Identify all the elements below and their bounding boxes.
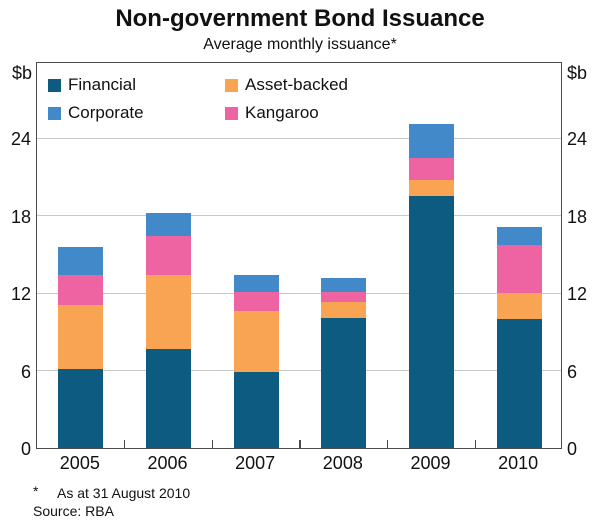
bar-2008-asset-backed-segment — [321, 302, 367, 318]
bar-2005-corporate-segment — [58, 246, 104, 276]
bar-2006-financial-segment — [146, 348, 191, 448]
bar-2008-corporate-segment — [321, 277, 367, 292]
x-axis-tick — [474, 440, 477, 448]
x-label-2007: 2007 — [235, 453, 276, 473]
bar-2010-asset-backed-segment — [496, 293, 542, 319]
legend-item-kangaroo: Kangaroo — [225, 103, 319, 122]
legend-swatch-kangaroo-icon — [225, 106, 238, 120]
legend-item-asset-backed: Asset-backed — [225, 75, 348, 94]
legend-label: Kangaroo — [245, 103, 319, 122]
gridline-24 — [37, 137, 561, 139]
y-tick-label-left-0: 0 — [20, 439, 31, 459]
y-tick-label-right-12: 12 — [567, 284, 588, 305]
legend-swatch-financial-icon — [48, 78, 61, 92]
bar-2007-corporate-segment — [233, 275, 279, 292]
y-axis-unit-right: $b — [567, 63, 588, 83]
x-label-2010: 2010 — [498, 453, 539, 473]
plot-area — [36, 62, 562, 449]
gridline-18 — [37, 215, 561, 217]
y-axis-unit-left: $b — [11, 63, 32, 83]
x-label-2008: 2008 — [322, 453, 363, 473]
y-tick-label-left-18: 18 — [10, 206, 31, 227]
bar-2010-kangaroo-segment — [496, 245, 542, 294]
chart-subtitle: Average monthly issuance* — [203, 36, 397, 53]
legend-label: Financial — [68, 75, 137, 94]
bar-2007-kangaroo-segment — [233, 291, 279, 312]
legend-item-financial: Financial — [48, 75, 137, 94]
x-axis-tick — [299, 440, 301, 448]
source-text: Source: RBA — [33, 503, 114, 519]
y-tick-label-right-24: 24 — [567, 129, 588, 150]
x-axis-tick — [211, 440, 214, 448]
bar-2005-kangaroo-segment — [58, 275, 104, 305]
y-tick-label-right-18: 18 — [567, 206, 588, 227]
x-label-2006: 2006 — [147, 453, 188, 473]
chart-title: Non-government Bond Issuance — [115, 5, 485, 32]
gridline-12 — [37, 292, 561, 294]
y-tick-label-left-24: 24 — [10, 129, 31, 150]
legend-item-corporate: Corporate — [48, 103, 144, 122]
bar-2008-kangaroo-segment — [321, 291, 367, 303]
bar-2009-financial-segment — [409, 196, 454, 448]
legend-label: Corporate — [68, 103, 144, 122]
y-tick-label-left-6: 6 — [20, 361, 31, 382]
bar-2006-kangaroo-segment — [146, 236, 191, 276]
bar-2005-asset-backed-segment — [58, 304, 104, 370]
y-tick-label-right-0: 0 — [567, 439, 578, 459]
legend-swatch-asset-backed-icon — [225, 78, 238, 92]
bar-2005-financial-segment — [58, 369, 104, 448]
legend-label: Asset-backed — [245, 75, 348, 94]
footnote-marker: * — [33, 483, 39, 499]
bar-2010-corporate-segment — [496, 227, 542, 246]
bar-2010-financial-segment — [496, 319, 542, 448]
legend-swatch-corporate-icon — [48, 106, 61, 120]
bar-2008-financial-segment — [321, 317, 367, 448]
y-tick-label-right-6: 6 — [567, 361, 578, 382]
bar-2009-corporate-segment — [409, 124, 454, 158]
bar-2006-corporate-segment — [146, 213, 191, 237]
bar-2009-asset-backed-segment — [409, 179, 454, 197]
y-tick-label-left-12: 12 — [10, 284, 31, 305]
gridline-6 — [37, 370, 561, 372]
bar-2007-asset-backed-segment — [233, 311, 279, 372]
bar-2007-financial-segment — [233, 371, 279, 448]
bar-2009-kangaroo-segment — [409, 157, 454, 180]
footnote-text: As at 31 August 2010 — [57, 485, 191, 501]
x-axis-tick — [123, 440, 126, 448]
x-axis-tick — [386, 440, 389, 448]
x-label-2009: 2009 — [410, 453, 451, 473]
bar-2006-asset-backed-segment — [146, 275, 191, 349]
x-label-2005: 2005 — [59, 453, 100, 473]
